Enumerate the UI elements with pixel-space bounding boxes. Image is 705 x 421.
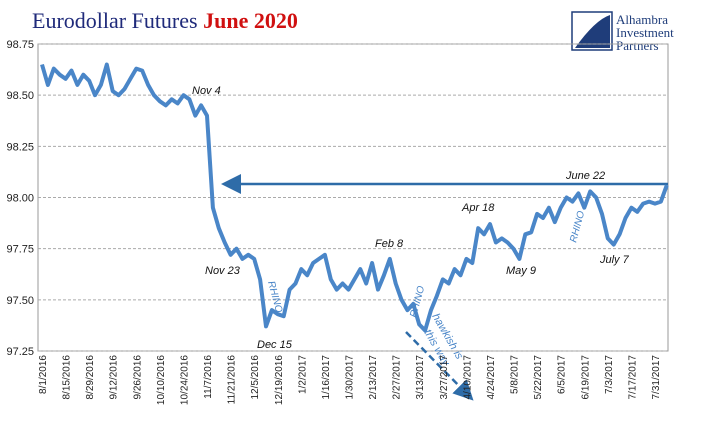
annotation: RHINO: [568, 210, 587, 244]
x-tick-label: 2/27/2017: [392, 355, 403, 400]
x-tick-label: 11/7/2016: [203, 355, 214, 399]
annotation: Apr 18: [461, 202, 495, 214]
x-tick-label: 7/31/2017: [651, 355, 662, 400]
logo-text: Alhambra: [616, 12, 668, 27]
x-tick-label: 10/10/2016: [156, 355, 167, 405]
x-tick-label: 4/10/2017: [462, 355, 473, 400]
x-tick-label: 8/29/2016: [85, 355, 96, 400]
logo: Alhambra Investment Partners: [571, 11, 674, 53]
x-tick-label: 8/1/2016: [38, 355, 49, 394]
x-tick-label: 1/16/2017: [321, 355, 332, 400]
x-tick-label: 3/13/2017: [415, 355, 426, 400]
y-tick-label: 98.50: [6, 90, 34, 102]
x-tick-label: 12/5/2016: [250, 355, 261, 400]
annotation: Nov 23: [205, 265, 241, 277]
annotation: June 22: [565, 170, 605, 182]
logo-text: Investment: [616, 25, 674, 40]
arrow: [405, 331, 474, 401]
chart-title: Eurodollar Futures June 2020: [32, 8, 298, 33]
logo-text: Partners: [616, 38, 659, 53]
x-tick-label: 1/30/2017: [345, 355, 356, 400]
x-tick-label: 3/27/2017: [439, 355, 450, 400]
annotation: Nov 4: [192, 85, 221, 97]
x-tick-label: 7/17/2017: [627, 355, 638, 400]
x-tick-label: 11/21/2016: [227, 355, 238, 405]
x-tick-label: 5/8/2017: [510, 355, 521, 394]
x-tick-label: 4/24/2017: [486, 355, 497, 400]
x-tick-label: 8/15/2016: [62, 355, 73, 400]
annotation: Dec 15: [257, 339, 293, 351]
y-tick-label: 98.75: [6, 39, 34, 51]
annotation: May 9: [506, 265, 536, 277]
x-tick-label: 6/5/2017: [557, 355, 568, 394]
annotation: RHINO: [408, 285, 427, 319]
y-tick-label: 98.25: [6, 141, 34, 153]
x-tick-label: 6/19/2017: [580, 355, 591, 400]
x-tick-label: 1/2/2017: [297, 355, 308, 394]
annotation: RHINO: [265, 280, 284, 314]
y-tick-label: 97.25: [6, 346, 34, 358]
x-tick-label: 9/26/2016: [132, 355, 143, 400]
x-tick-label: 5/22/2017: [533, 355, 544, 400]
x-tick-label: 7/3/2017: [604, 355, 615, 394]
x-tick-label: 10/24/2016: [179, 355, 190, 405]
y-tick-label: 98.00: [6, 193, 34, 205]
x-tick-label: 2/13/2017: [368, 355, 379, 400]
x-tick-label: 9/12/2016: [109, 355, 120, 400]
annotation: Feb 8: [375, 238, 404, 250]
annotation: July 7: [599, 254, 630, 266]
y-tick-label: 97.75: [6, 244, 34, 256]
x-tick-label: 12/19/2016: [274, 355, 285, 405]
y-tick-label: 97.50: [6, 295, 34, 307]
line: [40, 62, 669, 333]
